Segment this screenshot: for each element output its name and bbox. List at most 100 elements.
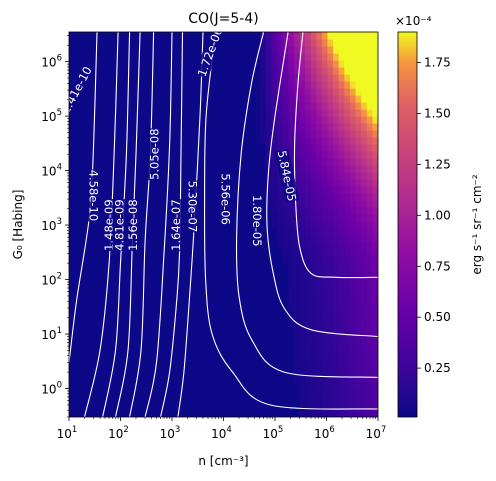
heat-cell xyxy=(333,298,340,306)
y-tick-label: 100 xyxy=(41,381,62,397)
heat-cell xyxy=(293,74,300,82)
heat-cell xyxy=(293,249,300,257)
heat-cell xyxy=(327,410,334,417)
heat-cell xyxy=(293,179,300,187)
y-axis-label: G₀ [Habing] xyxy=(11,190,25,260)
heat-cell xyxy=(372,354,378,362)
heat-cell xyxy=(282,200,289,208)
heat-cell xyxy=(333,333,340,341)
heat-cell xyxy=(344,158,351,166)
heat-cell xyxy=(355,396,362,404)
heat-cell xyxy=(276,214,284,222)
heat-cell xyxy=(299,340,306,348)
heat-cell xyxy=(372,361,378,369)
heat-cell xyxy=(372,60,378,68)
heat-cell xyxy=(327,403,334,411)
heat-cell xyxy=(288,81,295,89)
heat-cell xyxy=(310,368,317,376)
heat-cell xyxy=(310,361,317,369)
heat-cell xyxy=(316,354,323,362)
heat-cell xyxy=(366,165,373,173)
heat-cell xyxy=(327,144,334,152)
heat-cell xyxy=(304,326,312,334)
colorbar xyxy=(397,31,418,418)
heat-cell xyxy=(321,354,329,362)
heat-cell xyxy=(316,242,323,250)
heat-cell xyxy=(361,123,368,131)
heat-cell xyxy=(316,319,323,327)
heat-cell xyxy=(355,179,362,187)
heat-cell xyxy=(304,375,312,383)
heat-cell xyxy=(338,291,345,299)
heat-cell xyxy=(355,368,362,376)
heat-cell xyxy=(333,312,340,320)
heat-cell xyxy=(288,151,295,159)
colorbar-tick-label: 1.75 xyxy=(424,56,451,70)
heat-cell xyxy=(271,172,278,180)
heat-cell xyxy=(321,60,329,68)
heat-cell xyxy=(355,144,362,152)
heat-cell xyxy=(338,298,345,306)
heat-cell xyxy=(344,81,351,89)
heat-cell xyxy=(321,263,329,271)
heat-cell xyxy=(310,410,317,417)
heat-cell xyxy=(338,32,345,40)
heat-cell xyxy=(304,151,312,159)
contour-label: 4.81e-09 xyxy=(112,199,126,250)
heat-cell xyxy=(271,221,278,229)
heat-cell xyxy=(349,375,357,383)
heat-cell xyxy=(265,74,272,82)
heat-cell xyxy=(361,151,368,159)
heat-cell xyxy=(372,102,378,110)
heat-cell xyxy=(321,221,329,229)
heat-cell xyxy=(333,291,340,299)
heat-cell xyxy=(355,263,362,271)
heat-cell xyxy=(344,116,351,124)
heat-cell xyxy=(260,60,267,68)
heat-cell xyxy=(282,137,289,145)
heat-cell xyxy=(276,130,284,138)
heat-cell xyxy=(333,242,340,250)
heat-cell xyxy=(304,165,312,173)
contour-label-bg xyxy=(147,128,162,181)
heat-cell xyxy=(333,60,340,68)
heat-cell xyxy=(355,270,362,278)
heat-cell xyxy=(293,228,300,236)
heat-cell xyxy=(310,81,317,89)
heat-cell xyxy=(344,74,351,82)
heat-cell xyxy=(338,221,345,229)
heat-cell xyxy=(372,137,378,145)
heat-cell xyxy=(316,137,323,145)
heat-cell xyxy=(304,102,312,110)
heat-cell xyxy=(349,172,357,180)
heat-cell xyxy=(327,60,334,68)
heat-cell xyxy=(288,284,295,292)
y-axis: 100 101 102 103 104 105 106 xyxy=(41,35,69,418)
heat-cell xyxy=(316,214,323,222)
heat-cell xyxy=(366,354,373,362)
heat-cell xyxy=(361,403,368,411)
heat-cell xyxy=(355,186,362,194)
heat-cell xyxy=(293,130,300,138)
heat-cell xyxy=(271,193,278,201)
heat-cell xyxy=(372,396,378,404)
heat-cell xyxy=(338,186,345,194)
heat-cell xyxy=(333,221,340,229)
heat-cell xyxy=(366,39,373,47)
heat-cell xyxy=(355,130,362,138)
heat-cell xyxy=(327,312,334,320)
heat-cell xyxy=(338,263,345,271)
heat-cell xyxy=(293,81,300,89)
heat-cell xyxy=(366,151,373,159)
heat-cell xyxy=(361,312,368,320)
heat-cell xyxy=(293,39,300,47)
heat-cell xyxy=(327,137,334,145)
heat-cell xyxy=(310,95,317,103)
heat-cell xyxy=(366,375,373,383)
heat-cell xyxy=(333,130,340,138)
heat-cell xyxy=(271,144,278,152)
heat-cell xyxy=(344,382,351,390)
heat-cell xyxy=(366,60,373,68)
heat-cell xyxy=(372,235,378,243)
heat-cell xyxy=(366,263,373,271)
